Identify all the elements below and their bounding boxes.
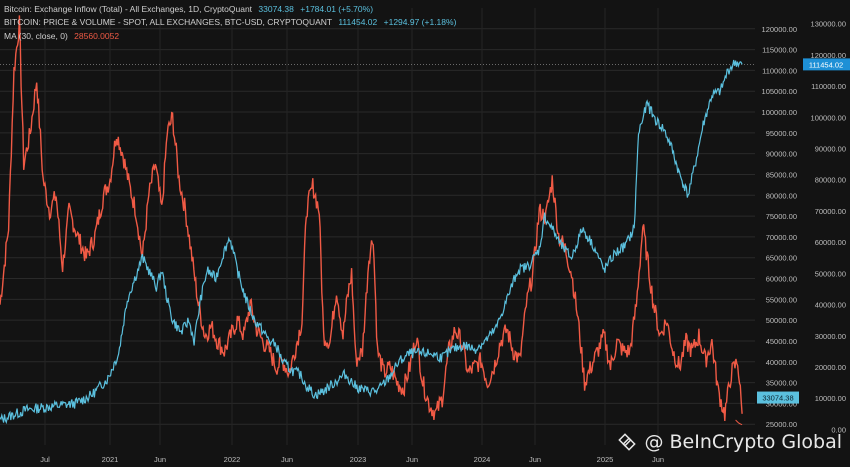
chart-grid [0, 8, 755, 445]
left-tick-label: 65000.00 [766, 254, 797, 263]
left-tick-label: 75000.00 [766, 212, 797, 221]
x-axis: Jul 2021 Jun 2022 Jun 2023 Jun 2024 Jun 2025 Jun [40, 455, 664, 464]
left-tick-label: 85000.00 [766, 170, 797, 179]
x-tick-label: 2023 [350, 455, 367, 464]
x-tick-label: Jun [652, 455, 664, 464]
x-tick-label: 2021 [102, 455, 119, 464]
left-tick-label: 100000.00 [762, 108, 797, 117]
left-tick-label: 95000.00 [766, 129, 797, 138]
right-tick-label: 20000.00 [815, 363, 846, 372]
left-tick-label: 90000.00 [766, 150, 797, 159]
x-tick-label: Jun [406, 455, 418, 464]
left-tick-label: 35000.00 [766, 379, 797, 388]
legend-price-value: 111454.02 [338, 17, 378, 28]
right-tick-label: 100000.00 [811, 113, 846, 122]
watermark-text: @ BeInCrypto Global [644, 431, 842, 453]
left-tick-label: 105000.00 [762, 87, 797, 96]
left-tick-label: 80000.00 [766, 191, 797, 200]
legend-inflow-change: +1784.01 (+5.70%) [300, 4, 374, 14]
left-tick-label: 115000.00 [762, 46, 797, 55]
inflow-series-line [0, 15, 743, 422]
left-tick-label: 45000.00 [766, 337, 797, 346]
right-tick-label: 50000.00 [815, 269, 846, 278]
chart-legend: Bitcoin: Exchange Inflow (Total) - All E… [4, 3, 456, 43]
legend-price-change: +1294.97 (+1.18%) [383, 17, 457, 28]
right-tick-label: 110000.00 [811, 82, 846, 91]
left-tick-label: 50000.00 [766, 316, 797, 325]
right-tick-label: 70000.00 [815, 207, 846, 216]
price-series-line [0, 59, 743, 425]
x-tick-label: Jul [40, 455, 50, 464]
price-badge [803, 58, 850, 71]
inflow-badge-label: 33074.38 [762, 394, 793, 403]
beincrypto-logo-icon [618, 433, 637, 451]
value-badges: 111454.02 33074.38 [757, 58, 850, 404]
x-tick-label: 2022 [224, 455, 241, 464]
right-tick-label: 130000.00 [811, 20, 846, 29]
left-tick-label: 30000.00 [766, 399, 797, 408]
x-tick-label: Jun [529, 455, 541, 464]
ma-series-line [735, 419, 743, 426]
left-tick-label: 110000.00 [762, 66, 797, 75]
left-tick-label: 120000.00 [762, 25, 797, 34]
x-tick-label: 2025 [597, 455, 614, 464]
legend-ma-value: 28560.0052 [74, 30, 120, 41]
left-tick-label: 60000.00 [766, 275, 797, 284]
legend-price-row[interactable]: BITCOIN: PRICE & VOLUME - SPOT, ALL EXCH… [4, 16, 456, 29]
left-y-axis: 25000.00 30000.00 35000.00 40000.00 45000.00… [762, 25, 797, 429]
series-layer [0, 15, 743, 426]
right-tick-label: 30000.00 [815, 332, 846, 341]
x-tick-label: Jun [281, 455, 293, 464]
x-tick-label: Jun [154, 455, 166, 464]
legend-inflow-title: Bitcoin: Exchange Inflow (Total) - All E… [4, 4, 253, 14]
x-tick-label: 2024 [474, 455, 491, 464]
inflow-badge [757, 391, 799, 404]
right-tick-label: 0.00 [831, 425, 846, 434]
legend-inflow-value: 33074.38 [258, 4, 294, 14]
right-tick-label: 120000.00 [811, 51, 846, 60]
right-y-axis: 0.00 10000.00 20000.00 30000.00 40000.00 5000… [811, 20, 846, 435]
price-badge-label: 111454.02 [809, 60, 843, 69]
right-tick-label: 60000.00 [815, 238, 846, 247]
right-tick-label: 40000.00 [815, 301, 846, 310]
left-tick-label: 55000.00 [766, 295, 797, 304]
left-tick-label: 25000.00 [766, 420, 797, 429]
right-tick-label: 10000.00 [815, 394, 846, 403]
watermark: @ BeInCrypto Global [616, 431, 842, 453]
right-tick-label: 90000.00 [815, 144, 846, 153]
legend-price-title: BITCOIN: PRICE & VOLUME - SPOT, ALL EXCH… [4, 17, 332, 28]
right-tick-label: 80000.00 [815, 176, 846, 185]
left-tick-label: 40000.00 [766, 358, 797, 367]
legend-ma-row[interactable]: MA (30, close, 0) 28560.0052 [4, 30, 456, 43]
left-tick-label: 70000.00 [766, 233, 797, 242]
legend-inflow-row[interactable]: Bitcoin: Exchange Inflow (Total) - All E… [4, 3, 456, 16]
legend-ma-title: MA (30, close, 0) [4, 30, 68, 41]
